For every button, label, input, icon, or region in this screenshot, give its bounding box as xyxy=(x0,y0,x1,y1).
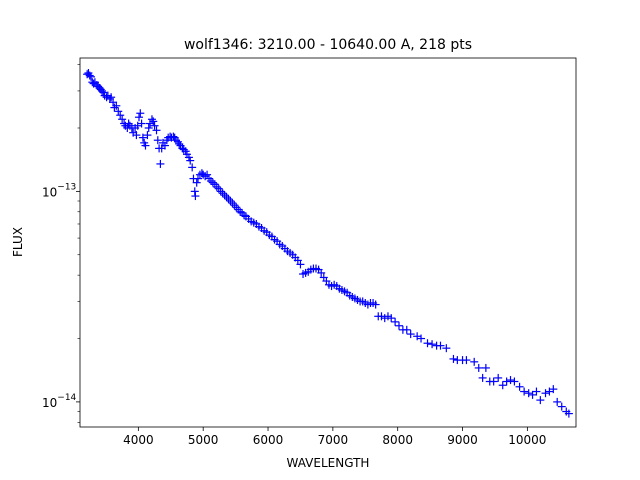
data-point xyxy=(191,192,200,201)
x-tick-label: 5000 xyxy=(188,433,219,447)
data-point xyxy=(188,163,197,172)
data-point xyxy=(553,397,562,406)
data-point xyxy=(118,115,127,124)
data-point xyxy=(152,126,161,135)
data-point xyxy=(141,141,150,150)
data-point xyxy=(406,330,415,339)
chart-title: wolf1346: 3210.00 - 10640.00 A, 218 pts xyxy=(184,37,472,53)
data-point xyxy=(136,109,145,118)
data-point xyxy=(224,194,233,203)
data-point xyxy=(474,363,483,372)
data-point xyxy=(156,159,165,168)
x-tick-label: 7000 xyxy=(318,433,349,447)
data-point xyxy=(107,93,116,102)
data-point xyxy=(402,325,411,334)
data-point xyxy=(160,141,169,150)
y-tick-label: 10−13 xyxy=(42,182,76,199)
data-point xyxy=(192,178,201,187)
data-point xyxy=(536,396,545,405)
plot-frame xyxy=(79,57,577,428)
data-point xyxy=(470,357,479,366)
y-axis-ticks: 10−13 10−14 xyxy=(42,64,80,423)
data-point xyxy=(498,381,507,390)
data-point xyxy=(135,113,144,122)
data-point xyxy=(132,131,141,140)
data-point xyxy=(206,177,215,186)
data-point xyxy=(186,156,195,165)
data-point xyxy=(506,376,515,385)
data-point xyxy=(423,339,432,348)
data-point xyxy=(442,344,451,353)
data-point xyxy=(179,145,188,154)
data-point xyxy=(236,207,245,216)
data-point xyxy=(137,119,146,128)
data-point xyxy=(216,187,225,196)
data-point xyxy=(436,341,445,350)
data-point xyxy=(296,260,305,269)
y-tick-label: 10−14 xyxy=(42,393,77,410)
plot-area xyxy=(80,58,576,427)
x-tick-label: 9000 xyxy=(447,433,478,447)
data-point xyxy=(449,354,458,363)
data-point xyxy=(153,136,162,145)
data-point xyxy=(489,377,498,386)
data-point xyxy=(541,389,550,398)
data-point xyxy=(532,387,541,396)
data-point xyxy=(515,382,524,391)
data-point xyxy=(391,317,400,326)
y-axis-label: FLUX xyxy=(11,227,25,257)
data-point xyxy=(528,390,537,399)
data-point xyxy=(394,321,403,330)
data-point xyxy=(218,189,227,198)
data-point xyxy=(98,86,107,95)
data-point xyxy=(150,121,159,130)
data-point xyxy=(557,402,566,411)
data-point xyxy=(481,363,490,372)
data-point xyxy=(194,174,203,183)
data-point xyxy=(112,101,121,110)
x-axis-label: WAVELENGTH xyxy=(287,456,370,470)
data-point xyxy=(144,123,153,132)
data-point xyxy=(520,387,529,396)
data-point xyxy=(212,182,221,191)
data-point xyxy=(462,356,471,365)
data-point xyxy=(208,178,217,187)
data-point xyxy=(114,107,123,116)
data-point xyxy=(240,211,249,220)
data-point xyxy=(478,373,487,382)
data-point xyxy=(143,131,152,140)
data-point xyxy=(222,193,231,202)
data-point xyxy=(417,334,426,343)
data-point xyxy=(175,139,184,148)
data-point xyxy=(203,170,212,179)
data-point xyxy=(138,133,147,142)
data-point xyxy=(502,377,511,386)
x-axis-ticks: 4000 5000 6000 7000 8000 9000 10000 xyxy=(123,427,546,447)
data-point xyxy=(85,71,94,80)
data-point xyxy=(220,191,229,200)
data-point xyxy=(87,72,96,81)
data-point xyxy=(494,373,503,382)
x-tick-label: 10000 xyxy=(508,433,546,447)
x-tick-label: 8000 xyxy=(382,433,413,447)
data-point xyxy=(524,389,533,398)
data-point xyxy=(428,340,437,349)
data-point xyxy=(510,377,519,386)
data-point xyxy=(110,103,119,112)
data-point xyxy=(149,117,158,126)
data-point xyxy=(371,300,380,309)
data-point xyxy=(564,409,573,418)
data-point xyxy=(387,314,396,323)
data-point xyxy=(549,385,558,394)
x-tick-label: 4000 xyxy=(123,433,154,447)
data-point xyxy=(116,111,125,120)
data-points xyxy=(83,68,573,418)
data-point xyxy=(317,268,326,277)
data-point xyxy=(226,197,235,206)
data-point xyxy=(190,187,199,196)
x-tick-label: 6000 xyxy=(253,433,284,447)
